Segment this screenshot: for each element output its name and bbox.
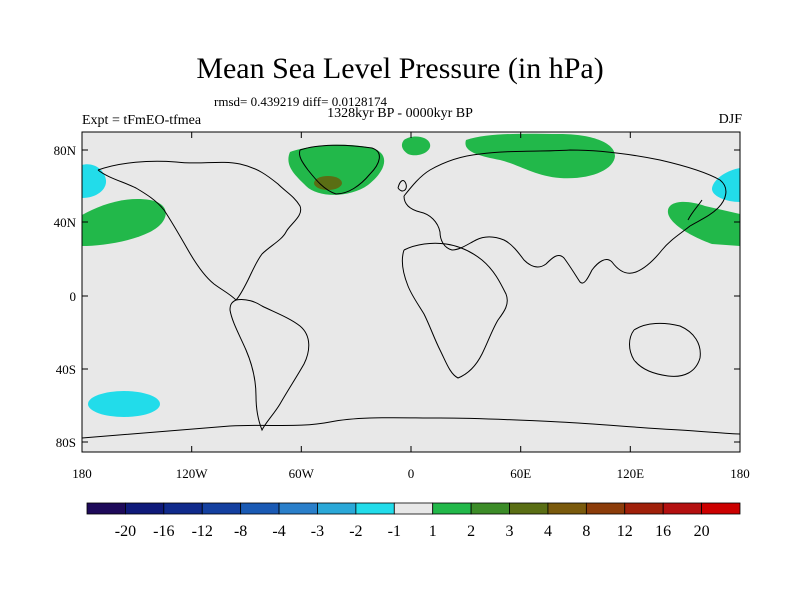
lon-label: 120E <box>617 466 645 481</box>
anomaly-south-pacific <box>88 391 160 417</box>
colorbar-label: 12 <box>617 523 633 540</box>
lat-label: 80N <box>54 143 77 158</box>
colorbar-swatch <box>278 502 318 515</box>
colorbar-label: 4 <box>544 523 552 540</box>
colorbar-label: -8 <box>234 523 247 540</box>
colorbar-label: 1 <box>429 523 437 540</box>
colorbar-swatch <box>393 502 434 515</box>
coast-greenland <box>299 144 380 195</box>
colorbar-label: -20 <box>115 523 136 540</box>
map-title: Mean Sea Level Pressure (in hPa) <box>196 52 604 85</box>
colorbar-label: -12 <box>192 523 213 540</box>
colorbar-label: 3 <box>506 523 514 540</box>
season-label: DJF <box>718 112 742 127</box>
colorbar-label: -3 <box>311 523 324 540</box>
colorbar-label: -4 <box>272 523 285 540</box>
lat-label: 0 <box>70 289 77 304</box>
colorbar-swatch <box>470 502 510 515</box>
anomaly-fields <box>82 133 740 439</box>
experiment-label: Expt = tFmEO-tfmea <box>82 113 202 128</box>
colorbar-swatch <box>701 502 741 515</box>
colorbar-swatch <box>86 502 126 515</box>
colorbar-swatch <box>662 502 702 515</box>
coast-africa <box>401 242 508 379</box>
lon-label: 180 <box>72 466 92 481</box>
colorbar-swatch <box>432 502 472 515</box>
lon-label: 60E <box>510 466 531 481</box>
coastlines <box>82 144 740 439</box>
colorbar-swatch <box>163 502 203 515</box>
colorbar-label: 16 <box>655 523 671 540</box>
colorbar-swatch <box>201 502 242 515</box>
lon-label: 60W <box>289 466 315 481</box>
rmsd-stats: rmsd= 0.439219 diff= 0.0128174 <box>214 94 387 109</box>
lon-label: 180 <box>730 466 750 481</box>
coast-uk <box>397 180 407 192</box>
colorbar-swatch <box>125 502 165 515</box>
anomaly-negative-west-edge <box>82 164 107 198</box>
colorbar-swatch <box>547 502 587 515</box>
latitude-axis: 80N 40N 0 40S 80S <box>54 143 740 450</box>
colorbar-swatch <box>624 502 664 515</box>
colorbar-swatch <box>585 502 626 515</box>
colorbar: -20 -16 -12 -8 -4 -3 -2 -1 1 2 3 4 8 12 16 20 <box>86 502 741 540</box>
anomaly-siberia <box>465 133 615 179</box>
coast-antarctica <box>82 417 740 439</box>
colorbar-label: 20 <box>694 523 710 540</box>
anomaly-north-pacific-west <box>667 201 740 246</box>
anomaly-north-pacific-east <box>82 199 166 246</box>
lat-label: 80S <box>56 435 76 450</box>
colorbar-label: 2 <box>467 523 475 540</box>
coast-south-america <box>229 299 310 432</box>
anomaly-negative-east-edge <box>711 168 740 202</box>
coast-eurasia <box>403 149 727 284</box>
lon-label: 120W <box>176 466 209 481</box>
anomaly-greenland-core <box>314 176 342 190</box>
colorbar-swatch <box>355 502 395 515</box>
lat-label: 40N <box>54 215 77 230</box>
lon-label: 0 <box>408 466 415 481</box>
anomaly-greenland <box>288 144 385 195</box>
colorbar-swatch <box>509 502 549 515</box>
colorbar-label: -2 <box>349 523 362 540</box>
lat-label: 40S <box>56 362 76 377</box>
colorbar-swatch <box>240 502 280 515</box>
colorbar-swatch <box>317 502 357 515</box>
coast-australia <box>629 322 701 377</box>
colorbar-label: -1 <box>388 523 401 540</box>
coast-north-america <box>97 160 302 301</box>
colorbar-label: -16 <box>153 523 174 540</box>
longitude-axis: 180 120W 60W 0 60E 120E 180 <box>72 132 750 481</box>
colorbar-label: 8 <box>582 523 590 540</box>
anomaly-scandinavia <box>401 136 431 156</box>
time-period: 1328kyr BP - 0000kyr BP <box>327 106 473 121</box>
coast-japan <box>687 199 703 221</box>
